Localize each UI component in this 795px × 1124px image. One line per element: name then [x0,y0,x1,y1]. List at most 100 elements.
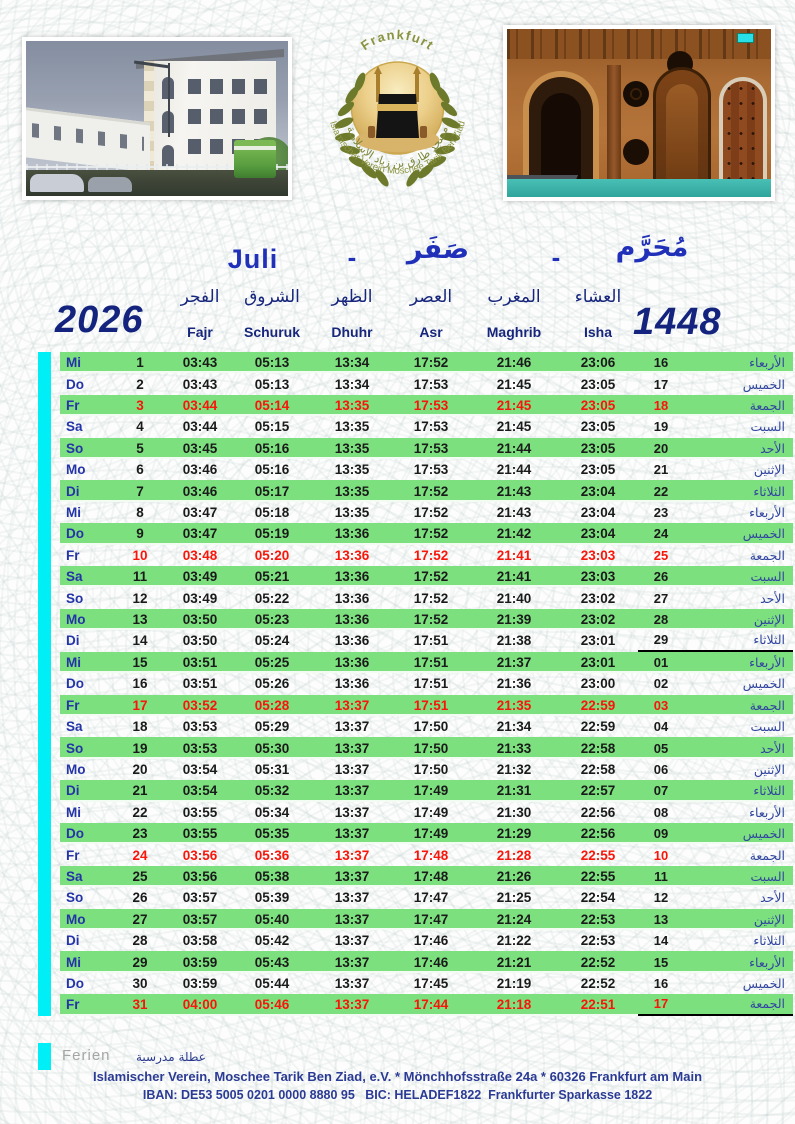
cell-day: Mo [66,462,86,478]
table-row: Mo 20 03:54 05:31 13:37 17:50 21:32 22:58 06 الإث… [60,759,793,780]
cell-fajr: 03:59 [182,954,218,970]
cell-day_ar: الجمعة [684,994,793,1016]
cell-asr: 17:53 [413,398,449,414]
cell-day_ar: الأربعاء [749,954,785,970]
cell-maghrib: 21:45 [496,398,532,414]
cell-asr: 17:52 [413,612,449,628]
cell-dhuhr: 13:37 [334,890,370,906]
cell-maghrib: 21:44 [496,462,532,478]
cell-hijri: 12 [653,890,669,906]
cell-hijri: 29 [638,630,684,652]
cell-day: Mi [66,654,81,670]
cell-day_ar: الخميس [742,526,785,542]
cell-schuruk: 05:26 [254,676,290,692]
cell-day_ar: الأربعاء [749,804,785,820]
logo-kaaba [376,94,419,138]
cell-hijri: 13 [653,911,669,927]
cell-schuruk: 05:19 [254,526,290,542]
cell-day: So [66,590,84,606]
cell-day: Do [66,526,84,542]
table-row: Di 21 03:54 05:32 13:37 17:49 21:31 22:57 07 الثل… [60,780,793,802]
cell-isha: 22:55 [580,868,616,884]
cell-isha: 23:03 [580,547,616,563]
cell-schuruk: 05:30 [254,740,290,756]
table-row: Do 16 03:51 05:26 13:36 17:51 21:36 23:00 02 الخم… [60,673,793,694]
year-hijri: 1448 [633,301,722,343]
cell-schuruk: 05:43 [254,954,290,970]
cell-fajr: 03:57 [182,890,218,906]
cell-day: Di [66,783,80,799]
cell-isha: 22:56 [580,804,616,820]
cell-dhuhr: 13:35 [334,440,370,456]
cell-fajr: 03:56 [182,847,218,863]
ferien-legend-label-arabic: عطلة مدرسية [136,1050,206,1064]
cell-day_ar: الخميس [742,826,785,842]
column-header-fajr: الفجر Fajr [168,286,232,342]
cell-maghrib: 21:28 [496,847,532,863]
year-gregorian: 2026 [55,299,144,341]
cell-date: 26 [132,890,148,906]
cell-dhuhr: 13:37 [334,933,370,949]
cell-hijri: 16 [653,355,669,371]
logo-laurel-right [406,72,461,187]
cell-maghrib: 21:34 [496,719,532,735]
column-header-schuruk: الشروق Schuruk [232,286,312,342]
cell-asr: 17:44 [413,997,449,1013]
cell-date: 25 [132,868,148,884]
column-header-arabic: الشروق [244,287,300,307]
cell-date: 9 [136,526,144,542]
cell-hijri: 10 [653,847,669,863]
photo-wooden-door [719,77,767,193]
cell-day_ar: الجمعة [749,398,785,414]
logo-city-text: Frankfurt [358,27,437,53]
cell-maghrib: 21:19 [496,975,532,991]
column-header-latin: Isha [583,324,612,340]
cell-day_ar: الثلاثاء [753,783,785,799]
table-row: Do 9 03:47 05:19 13:36 17:52 21:42 23:04 24 الخمي… [60,523,793,545]
cell-date: 20 [132,761,148,777]
table-row: Do 2 03:43 05:13 13:34 17:53 21:45 23:05 17 الخمي… [60,373,793,394]
cell-day_ar: الجمعة [749,547,785,563]
cell-hijri: 18 [653,398,669,414]
cell-day_ar: الإثنين [753,612,785,628]
cell-day: Do [66,975,84,991]
cell-dhuhr: 13:36 [334,676,370,692]
cell-hijri: 23 [653,505,669,521]
cell-dhuhr: 13:37 [334,847,370,863]
cell-isha: 23:06 [580,355,616,371]
cell-dhuhr: 13:36 [334,526,370,542]
cell-fajr: 03:56 [182,868,218,884]
cell-isha: 22:53 [580,933,616,949]
cell-date: 2 [136,376,144,392]
cell-day: Di [66,483,80,499]
cell-asr: 17:50 [413,719,449,735]
cell-schuruk: 05:25 [254,654,290,670]
cell-fajr: 03:43 [182,376,218,392]
cell-maghrib: 21:18 [496,997,532,1013]
cell-date: 28 [132,933,148,949]
cell-date: 11 [132,569,148,585]
cell-schuruk: 05:28 [254,697,290,713]
cell-schuruk: 05:38 [254,868,290,884]
title-separator: - [347,242,357,272]
table-row: Sa 4 03:44 05:15 13:35 17:53 21:45 23:05 19 السبت [60,416,793,437]
cell-dhuhr: 13:37 [334,911,370,927]
cell-asr: 17:49 [413,783,449,799]
cell-date: 19 [132,740,148,756]
cell-maghrib: 21:45 [496,376,532,392]
cell-asr: 17:52 [413,505,449,521]
ferien-legend-swatch [38,1043,51,1070]
cell-maghrib: 21:41 [496,547,532,563]
cell-schuruk: 05:14 [254,398,290,414]
cell-schuruk: 05:36 [254,847,290,863]
cell-day: So [66,440,84,456]
cell-schuruk: 05:13 [254,376,290,392]
cell-day: Mi [66,804,81,820]
cell-day: So [66,740,84,756]
cell-dhuhr: 13:37 [334,868,370,884]
cell-dhuhr: 13:34 [334,355,370,371]
column-header-maghrib: المغرب Maghrib [470,286,558,342]
cell-schuruk: 05:22 [254,590,290,606]
cell-dhuhr: 13:37 [334,975,370,991]
table-row: Fr 10 03:48 05:20 13:36 17:52 21:41 23:03 25 الجم… [60,545,793,566]
